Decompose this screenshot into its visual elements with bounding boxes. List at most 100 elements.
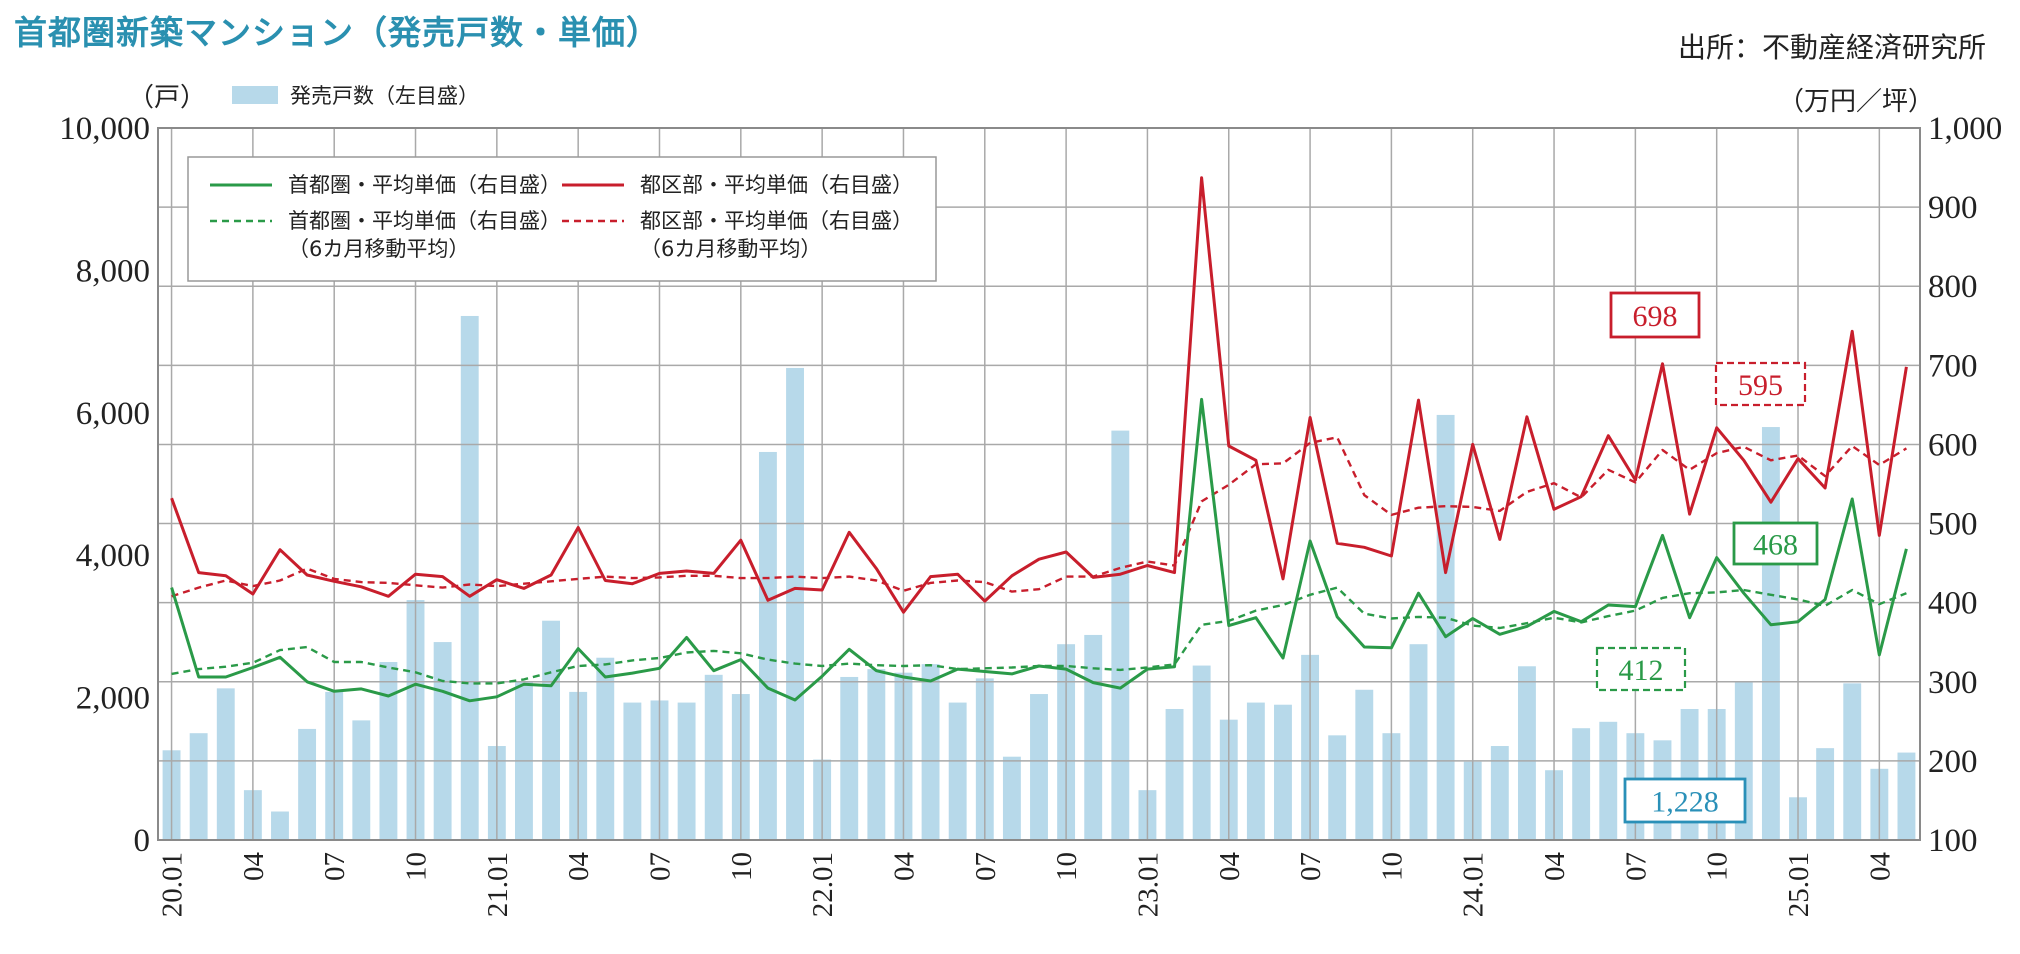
callout-units-last: 1,228 (1651, 786, 1719, 819)
y-left-tick: 4,000 (76, 538, 150, 574)
callout-ku-ma-last-box (1714, 361, 1807, 407)
bar-units (189, 733, 208, 840)
y-right-tick: 100 (1928, 823, 1978, 859)
x-tick: 10 (401, 852, 433, 881)
y-right-tick: 400 (1928, 586, 1978, 622)
x-tick: 10 (1702, 852, 1734, 881)
y-right-tick: 700 (1928, 348, 1978, 384)
bar-units (1084, 634, 1103, 840)
bar-units (352, 720, 371, 840)
bar-units (298, 728, 317, 840)
callout-ku-last: 698 (1633, 300, 1678, 333)
callouts-layer: 698 595 468 412 1,228 (1595, 291, 1819, 824)
ticks-layer: 0 2,000 4,000 6,000 8,000 10,000 100 200 300 400 5… (59, 83, 2002, 917)
bar-units (596, 657, 615, 840)
y-left-tick: 0 (134, 823, 151, 859)
bar-units (758, 451, 777, 840)
bar-units (1355, 689, 1374, 840)
bar-units (1246, 702, 1265, 840)
legend-shuto-avg-label: 首都圏・平均単価（右目盛） (288, 173, 561, 197)
bar-units (1328, 735, 1347, 840)
x-tick: 04 (238, 852, 270, 882)
bar-units (216, 688, 235, 840)
plot-border (157, 127, 1921, 841)
y-right-tick: 200 (1928, 744, 1978, 780)
line-shuto-avg (170, 397, 1908, 703)
bar-units (1165, 708, 1184, 840)
callout-shuto-ma-last-box (1595, 646, 1687, 692)
legend-bar-swatch (232, 86, 278, 104)
y-right-tick: 900 (1928, 190, 1978, 226)
callout-shuto-last-box (1732, 521, 1819, 566)
legend-ku-ma-sub: （6カ月移動平均） (640, 237, 821, 261)
legend: 発売戸数（左目盛） 首都圏・平均単価（右目盛） 首都圏・平均単価（右目盛） （6カ月移… (187, 84, 937, 282)
bar-units (948, 702, 967, 840)
y-left-tick: 8,000 (76, 253, 150, 289)
legend-bar-label: 発売戸数（左目盛） (290, 84, 479, 108)
bar-units (1436, 414, 1455, 840)
x-tick: 23.01 (1132, 852, 1164, 917)
callout-shuto-ma-last: 412 (1619, 654, 1664, 687)
bar-units (1761, 427, 1780, 840)
x-tick: 07 (1295, 852, 1327, 881)
x-tick: 20.01 (157, 852, 189, 917)
y-right-tick: 1,000 (1928, 111, 2002, 147)
callout-ku-last-box (1609, 291, 1701, 339)
bar-units (867, 669, 886, 840)
x-tick: 10 (1376, 852, 1408, 881)
bar-units (1111, 430, 1130, 840)
bar-units (623, 702, 642, 840)
y-right-tick: 300 (1928, 665, 1978, 701)
line-ku-avg (170, 176, 1908, 614)
bar-units (1030, 694, 1048, 840)
x-tick: 25.01 (1783, 852, 1815, 917)
y-left-tick: 10,000 (59, 111, 150, 147)
bar-units (1517, 666, 1536, 840)
y-right-tick: 800 (1928, 269, 1978, 305)
y-right-tick: 500 (1928, 507, 1978, 543)
line-ku-ma (171, 436, 1908, 598)
legend-ku-ma-label: 都区部・平均単価（右目盛） (640, 209, 913, 233)
lines-layer (170, 176, 1908, 703)
bar-units (379, 662, 398, 840)
y-right-unit: （万円／坪） (1778, 87, 1934, 117)
legend-shuto-ma-label: 首都圏・平均単価（右目盛） (288, 209, 561, 233)
bar-units (677, 702, 696, 840)
x-tick: 07 (319, 852, 351, 881)
bar-units (1409, 644, 1428, 840)
x-tick: 07 (970, 852, 1002, 881)
callout-shuto-last: 468 (1753, 529, 1798, 562)
bar-units (460, 315, 479, 840)
bar-units (840, 676, 859, 840)
source-note: 出所：不動産経済研究所 (1677, 31, 1986, 64)
x-tick: 10 (1051, 852, 1083, 881)
callout-units-last-box (1623, 777, 1747, 824)
y-left-tick: 2,000 (76, 681, 150, 717)
x-tick: 04 (563, 852, 595, 882)
plot-frame (157, 127, 1921, 841)
legend-shuto-ma-sub: （6カ月移動平均） (288, 237, 469, 261)
x-tick: 04 (888, 852, 920, 882)
bar-units (271, 811, 289, 840)
grid-layer (158, 128, 1920, 840)
bar-units (1843, 683, 1862, 840)
legend-box (187, 156, 937, 282)
bar-units (1572, 728, 1591, 840)
x-tick: 04 (1214, 852, 1246, 882)
bar-units (704, 674, 723, 840)
y-left-tick: 6,000 (76, 396, 150, 432)
bar-units (433, 642, 452, 840)
x-tick: 22.01 (807, 852, 839, 917)
bar-units (1599, 721, 1618, 840)
bars-layer (162, 315, 1916, 840)
bar-units (1897, 752, 1916, 840)
x-tick: 07 (1620, 852, 1652, 881)
bar-units (1816, 748, 1835, 840)
bar-units (921, 664, 940, 840)
bar-units (1490, 746, 1509, 840)
x-tick: 21.01 (482, 852, 514, 917)
x-tick: 07 (644, 852, 676, 881)
x-tick: 24.01 (1458, 852, 1490, 917)
bar-units (542, 620, 561, 840)
